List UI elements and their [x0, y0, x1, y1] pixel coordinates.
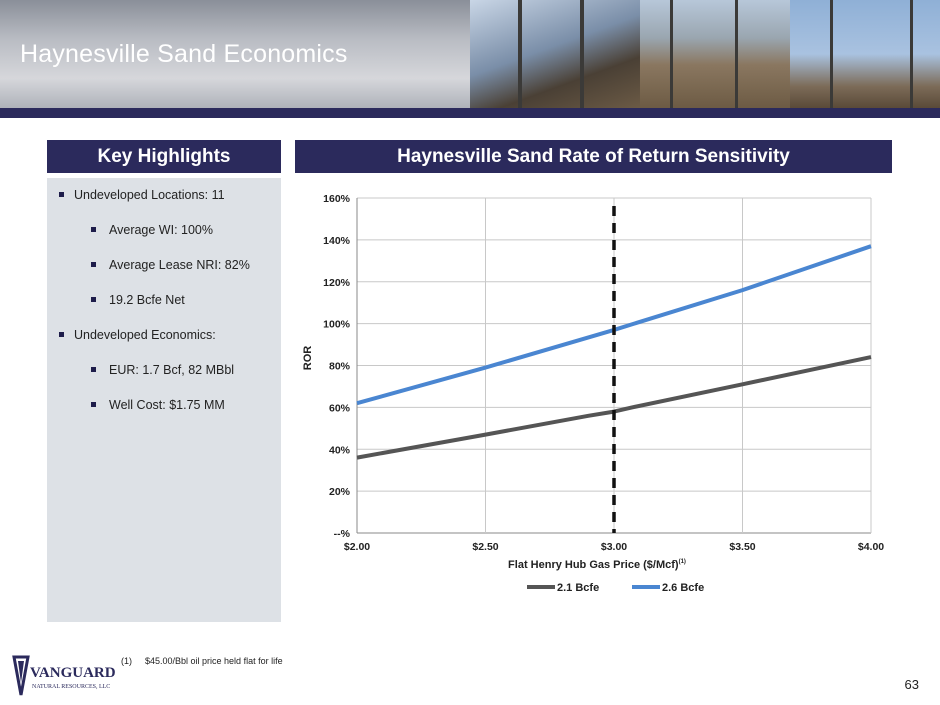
header-photo-rig-worker — [470, 0, 640, 108]
x-tick-label: $3.50 — [729, 541, 755, 553]
x-tick-label: $4.00 — [858, 541, 884, 553]
bullet-icon — [91, 262, 96, 267]
header-band — [0, 108, 940, 118]
highlight-item: EUR: 1.7 Bcf, 82 MBbl — [47, 361, 281, 396]
bullet-icon — [59, 192, 64, 197]
y-axis-label: ROR — [302, 346, 314, 371]
bullet-icon — [91, 227, 96, 232]
bullet-icon — [91, 402, 96, 407]
x-tick-label: $2.00 — [344, 541, 370, 553]
y-tick-label: 120% — [323, 277, 351, 289]
x-axis-label: Flat Henry Hub Gas Price ($/Mcf)(1) — [508, 559, 686, 571]
highlight-item: Well Cost: $1.75 MM — [47, 396, 281, 431]
y-tick-label: 80% — [329, 361, 351, 373]
header-banner — [0, 0, 940, 112]
key-highlights-panel: Undeveloped Locations: 11 Average WI: 10… — [47, 178, 281, 622]
page-number: 63 — [904, 677, 919, 692]
highlight-item: Average WI: 100% — [47, 221, 281, 256]
x-axis-label-superscript: (1) — [679, 559, 686, 565]
key-highlights-header: Key Highlights — [47, 140, 281, 173]
chart-legend: 2.1 Bcfe 2.6 Bcfe — [527, 582, 704, 594]
legend-label: 2.6 Bcfe — [662, 582, 704, 594]
vanguard-logo: VANGUARD NATURAL RESOURCES, LLC — [10, 653, 120, 699]
highlight-item: 19.2 Bcfe Net — [47, 291, 281, 326]
y-tick-label: 60% — [329, 402, 351, 414]
key-highlights-list: Undeveloped Locations: 11 Average WI: 10… — [47, 186, 281, 431]
x-tick-labels: $2.00 $2.50 $3.00 $3.50 $4.00 — [344, 541, 884, 553]
highlight-item: Undeveloped Economics: — [47, 326, 281, 361]
chart-title: Haynesville Sand Rate of Return Sensitiv… — [295, 140, 892, 173]
y-tick-label: --% — [334, 528, 351, 540]
bullet-icon — [91, 297, 96, 302]
svg-text:NATURAL RESOURCES, LLC: NATURAL RESOURCES, LLC — [32, 684, 110, 690]
y-tick-label: 40% — [329, 444, 351, 456]
y-tick-label: 100% — [323, 319, 351, 331]
highlight-item: Average Lease NRI: 82% — [47, 256, 281, 291]
y-tick-label: 20% — [329, 486, 351, 498]
y-tick-label: 160% — [323, 193, 351, 205]
header-photo-refinery — [640, 0, 790, 108]
highlight-item: Undeveloped Locations: 11 — [47, 186, 281, 221]
legend-label: 2.1 Bcfe — [557, 582, 599, 594]
footnote: (1) $45.00/Bbl oil price held flat for li… — [121, 656, 283, 666]
bullet-icon — [59, 332, 64, 337]
x-tick-label: $3.00 — [601, 541, 627, 553]
slide-title: Haynesville Sand Economics — [20, 40, 348, 68]
svg-text:VANGUARD: VANGUARD — [30, 665, 116, 681]
x-tick-label: $2.50 — [472, 541, 498, 553]
header-photo-derrick — [790, 0, 940, 108]
bullet-icon — [91, 367, 96, 372]
ror-sensitivity-chart: --%20%40%60%80%100%120%140%160% $2.00 $2.… — [302, 193, 884, 594]
y-tick-labels: --% 20% 40% 60% 80% 100% 120% 140% 160% — [323, 193, 351, 540]
y-tick-label: 140% — [323, 235, 351, 247]
